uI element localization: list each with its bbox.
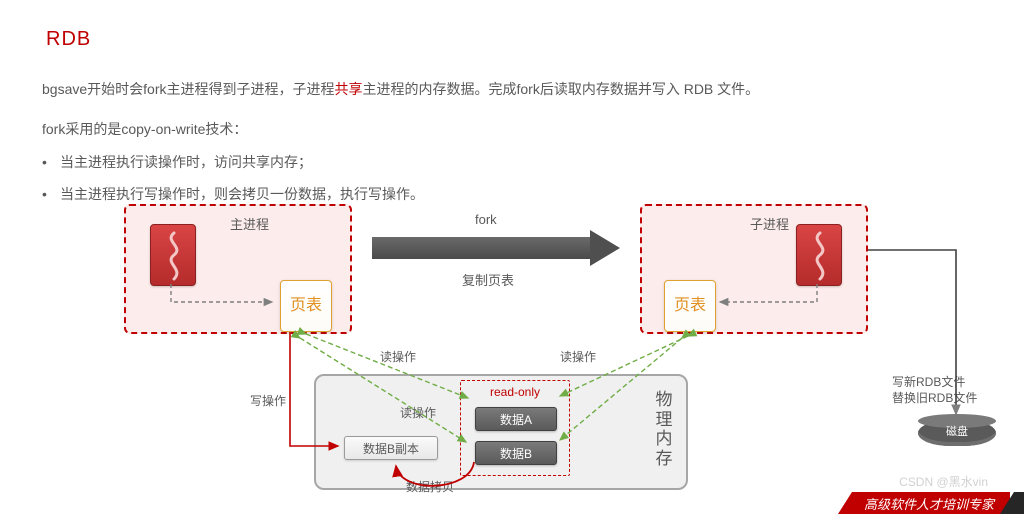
disk-label: 磁盘 [918, 423, 996, 439]
fork-arrow-icon [372, 230, 620, 266]
child-process-box: 子进程 页表 [640, 204, 868, 334]
fork-label: fork [475, 212, 497, 227]
fork-sub-label: 复制页表 [462, 270, 514, 289]
readonly-region: read-only 数据A 数据B [460, 380, 570, 476]
footer-text: 高级软件人才培训专家 [838, 492, 1010, 514]
main-process-icon [150, 224, 196, 286]
main-process-label: 主进程 [230, 214, 269, 233]
rdb-write-text: 写新RDB文件 替换旧RDB文件 [892, 374, 977, 406]
intro-1-post: 主进程的内存数据。完成fork后读取内存数据并写入 RDB 文件。 [362, 81, 759, 97]
child-page-table: 页表 [664, 280, 716, 332]
copy-label: 数据拷贝 [406, 478, 454, 495]
bullet-2-text: 当主进程执行写操作时，则会拷贝一份数据，执行写操作。 [60, 186, 424, 202]
rdb-line2: 替换旧RDB文件 [892, 390, 977, 406]
write-label: 写操作 [250, 392, 286, 409]
page-title: RDB [46, 28, 91, 51]
read-label-left: 读操作 [380, 348, 416, 365]
main-process-box: 主进程 页表 [124, 204, 352, 334]
data-b-copy-block: 数据B副本 [344, 436, 438, 460]
intro-1-pre: bgsave开始时会fork主进程得到子进程，子进程 [42, 81, 334, 97]
main-page-table: 页表 [280, 280, 332, 332]
intro-1-highlight: 共享 [334, 81, 362, 97]
physical-memory-label: 物理内存 [654, 390, 674, 468]
watermark: CSDN @黑水vin [899, 473, 988, 490]
child-process-icon [796, 224, 842, 286]
physical-memory-box: 物理内存 read-only 数据A 数据B 数据B副本 [314, 374, 688, 490]
child-process-label: 子进程 [750, 214, 789, 233]
bullet-1-text: 当主进程执行读操作时，访问共享内存； [60, 154, 312, 170]
readonly-label: read-only [461, 385, 569, 399]
disk-icon: 磁盘 [918, 420, 996, 446]
rdb-line1: 写新RDB文件 [892, 374, 977, 390]
read-label-right: 读操作 [560, 348, 596, 365]
bullet-1: •当主进程执行读操作时，访问共享内存； [42, 152, 312, 172]
read-label-inner: 读操作 [400, 404, 436, 421]
intro-paragraph-2: fork采用的是copy-on-write技术： [42, 118, 247, 142]
bullet-2: •当主进程执行写操作时，则会拷贝一份数据，执行写操作。 [42, 184, 424, 204]
data-b-block: 数据B [475, 441, 557, 465]
data-a-block: 数据A [475, 407, 557, 431]
intro-paragraph-1: bgsave开始时会fork主进程得到子进程，子进程共享主进程的内存数据。完成f… [42, 78, 759, 102]
footer-banner: 高级软件人才培训专家 [838, 492, 1024, 514]
